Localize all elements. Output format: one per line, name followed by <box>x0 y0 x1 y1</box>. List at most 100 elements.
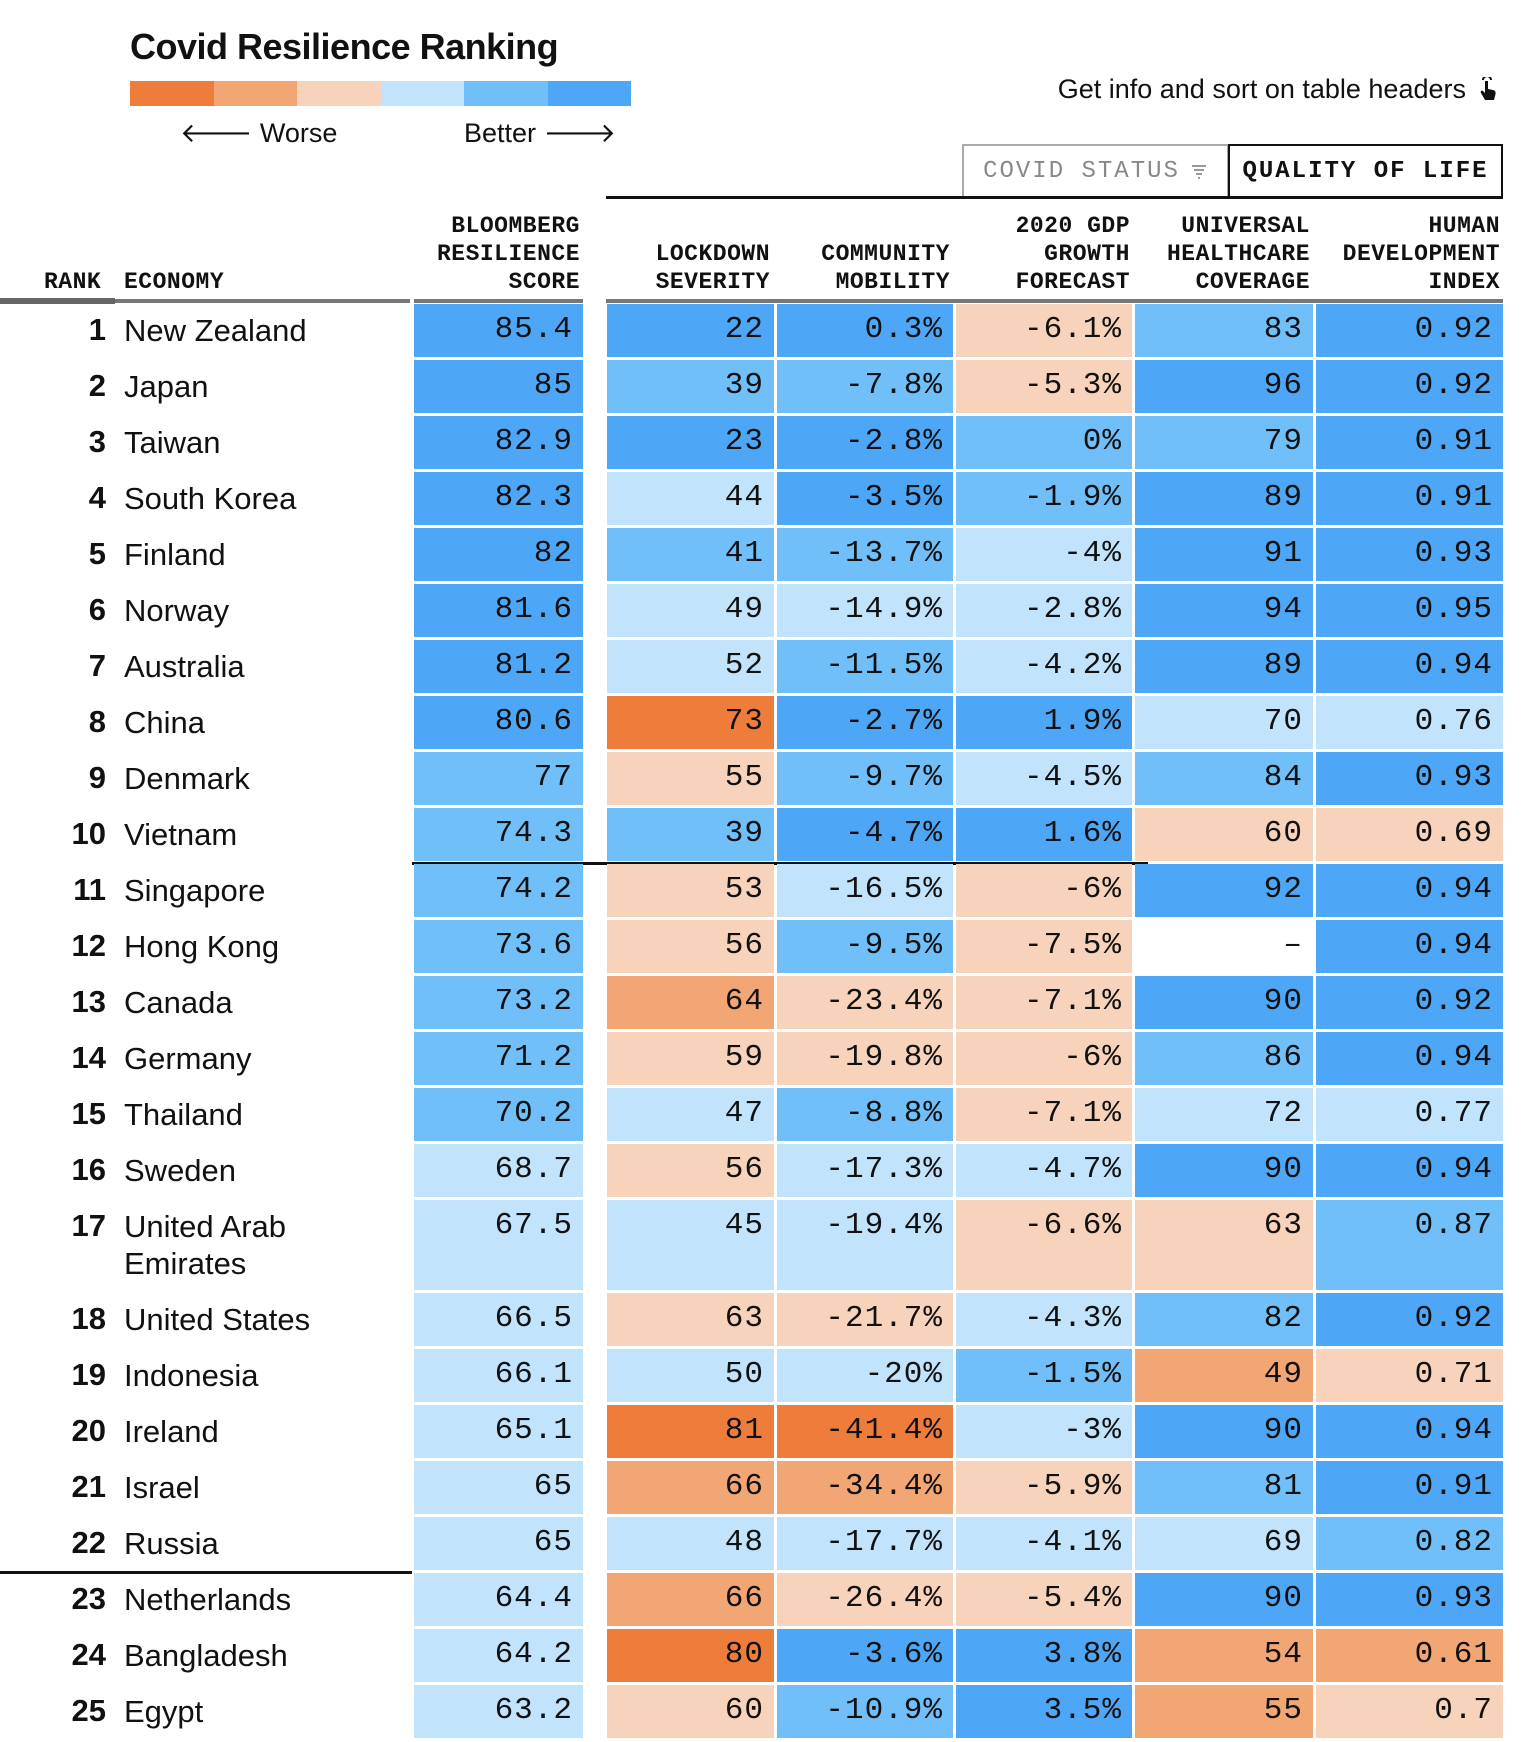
legend-swatch-5 <box>464 81 548 106</box>
mobility-cell: -21.7% <box>777 1293 953 1346</box>
economy-cell: Egypt <box>124 1694 204 1729</box>
tab-quality-of-life[interactable]: QUALITY OF LIFE <box>1228 144 1503 197</box>
legend-swatch-2 <box>213 81 297 106</box>
table-row[interactable]: 1 New Zealand 85.4 22 0.3% -6.1% 83 0.92 <box>0 304 1526 360</box>
hdi-cell: 0.87 <box>1316 1200 1503 1290</box>
header-rank[interactable]: RANK <box>44 269 102 295</box>
uhc-cell: 69 <box>1135 1517 1313 1570</box>
rank-cell: 7 <box>88 648 106 683</box>
uhc-cell: 90 <box>1135 1573 1313 1626</box>
color-legend <box>130 81 631 106</box>
hdi-cell: 0.91 <box>1316 1461 1503 1514</box>
header-score[interactable]: BLOOMBERG RESILIENCE SCORE <box>436 213 580 295</box>
mobility-cell: -9.7% <box>777 752 953 805</box>
economy-cell: Russia <box>124 1526 219 1561</box>
gdp-cell: -2.8% <box>956 584 1132 637</box>
lockdown-cell: 56 <box>607 920 774 973</box>
lockdown-cell: 47 <box>607 1088 774 1141</box>
mobility-cell: -23.4% <box>777 976 953 1029</box>
score-cell: 73.2 <box>414 976 583 1029</box>
table-row[interactable]: 8 China 80.6 73 -2.7% 1.9% 70 0.76 <box>0 696 1526 752</box>
hdi-cell: 0.71 <box>1316 1349 1503 1402</box>
table-row[interactable]: 14 Germany 71.2 59 -19.8% -6% 86 0.94 <box>0 1032 1526 1088</box>
table-row[interactable]: 21 Israel 65 66 -34.4% -5.9% 81 0.91 <box>0 1461 1526 1517</box>
header-mobility[interactable]: COMMUNITY MOBILITY <box>821 241 950 295</box>
lockdown-cell: 73 <box>607 696 774 749</box>
uhc-cell: 90 <box>1135 976 1313 1029</box>
filter-icon <box>1191 164 1206 179</box>
table-row[interactable]: 22 Russia 65 48 -17.7% -4.1% 69 0.82 <box>0 1517 1526 1573</box>
table-row[interactable]: 5 Finland 82 41 -13.7% -4% 91 0.93 <box>0 528 1526 584</box>
tab-covid-status[interactable]: COVID STATUS <box>962 144 1229 197</box>
rank-cell: 10 <box>71 816 106 851</box>
header-lockdown[interactable]: LOCKDOWN SEVERITY <box>655 241 770 295</box>
hdi-cell: 0.91 <box>1316 416 1503 469</box>
score-cell: 85 <box>414 360 583 413</box>
uhc-cell: 89 <box>1135 640 1313 693</box>
table-row[interactable]: 20 Ireland 65.1 81 -41.4% -3% 90 0.94 <box>0 1405 1526 1461</box>
rank-cell: 16 <box>71 1152 106 1187</box>
lockdown-cell: 45 <box>607 1200 774 1290</box>
header-gdp[interactable]: 2020 GDP GROWTH FORECAST <box>1015 213 1130 295</box>
rank-cell: 24 <box>71 1637 106 1672</box>
economy-cell: Vietnam <box>124 817 238 852</box>
mobility-cell: -13.7% <box>777 528 953 581</box>
mobility-cell: -11.5% <box>777 640 953 693</box>
lockdown-cell: 41 <box>607 528 774 581</box>
rank-cell: 5 <box>88 536 106 571</box>
economy-cell: Singapore <box>124 873 266 908</box>
mobility-cell: -9.5% <box>777 920 953 973</box>
table-row[interactable]: 11 Singapore 74.2 53 -16.5% -6% 92 0.94 <box>0 864 1526 920</box>
mobility-cell: -20% <box>777 1349 953 1402</box>
table-row[interactable]: 24 Bangladesh 64.2 80 -3.6% 3.8% 54 0.61 <box>0 1629 1526 1685</box>
uhc-cell: 84 <box>1135 752 1313 805</box>
table-row[interactable]: 3 Taiwan 82.9 23 -2.8% 0% 79 0.91 <box>0 416 1526 472</box>
rank-cell: 19 <box>71 1357 106 1392</box>
table-row[interactable]: 10 Vietnam 74.3 39 -4.7% 1.6% 60 0.69 <box>0 808 1526 864</box>
header-rule-metrics <box>606 299 1503 303</box>
table-row[interactable]: 25 Egypt 63.2 60 -10.9% 3.5% 55 0.7 <box>0 1685 1526 1741</box>
economy-cell: Israel <box>124 1470 200 1505</box>
rank-cell: 9 <box>88 760 106 795</box>
table-row[interactable]: 19 Indonesia 66.1 50 -20% -1.5% 49 0.71 <box>0 1349 1526 1405</box>
rank-cell: 15 <box>71 1096 106 1131</box>
hdi-cell: 0.93 <box>1316 528 1503 581</box>
table-row[interactable]: 4 South Korea 82.3 44 -3.5% -1.9% 89 0.91 <box>0 472 1526 528</box>
table-row[interactable]: 16 Sweden 68.7 56 -17.3% -4.7% 90 0.94 <box>0 1144 1526 1200</box>
arrow-left-icon: 🡐 <box>180 118 253 148</box>
economy-cell: Hong Kong <box>124 929 280 964</box>
header-uhc[interactable]: UNIVERSAL HEALTHCARE COVERAGE <box>1166 213 1310 295</box>
table-row[interactable]: 2 Japan 85 39 -7.8% -5.3% 96 0.92 <box>0 360 1526 416</box>
score-cell: 73.6 <box>414 920 583 973</box>
score-cell: 85.4 <box>414 304 583 357</box>
rank-cell: 18 <box>71 1301 106 1336</box>
table-row[interactable]: 13 Canada 73.2 64 -23.4% -7.1% 90 0.92 <box>0 976 1526 1032</box>
header-economy[interactable]: ECONOMY <box>124 269 225 295</box>
score-cell: 63.2 <box>414 1685 583 1738</box>
economy-cell: Netherlands <box>124 1582 292 1617</box>
economy-cell: Thailand <box>124 1097 243 1132</box>
lockdown-cell: 48 <box>607 1517 774 1570</box>
mobility-cell: 0.3% <box>777 304 953 357</box>
score-cell: 71.2 <box>414 1032 583 1085</box>
uhc-cell: 63 <box>1135 1200 1313 1290</box>
table-row[interactable]: 15 Thailand 70.2 47 -8.8% -7.1% 72 0.77 <box>0 1088 1526 1144</box>
table-row[interactable]: 7 Australia 81.2 52 -11.5% -4.2% 89 0.94 <box>0 640 1526 696</box>
economy-cell: South Korea <box>124 481 297 516</box>
gdp-cell: 3.8% <box>956 1629 1132 1682</box>
header-hdi[interactable]: HUMAN DEVELOPMENT INDEX <box>1342 213 1500 295</box>
table-row[interactable]: 6 Norway 81.6 49 -14.9% -2.8% 94 0.95 <box>0 584 1526 640</box>
table-row[interactable]: 12 Hong Kong 73.6 56 -9.5% -7.5% –0.94 <box>0 920 1526 976</box>
table-row[interactable]: 9 Denmark 77 55 -9.7% -4.5% 84 0.93 <box>0 752 1526 808</box>
table-row[interactable]: 17 United Arab Emirates 67.5 45 -19.4% -6.6% 6… <box>0 1200 1526 1293</box>
score-cell: 82.9 <box>414 416 583 469</box>
rank-cell: 20 <box>71 1413 106 1448</box>
economy-cell: Bangladesh <box>124 1638 288 1673</box>
rank-cell: 21 <box>71 1469 106 1504</box>
table-row[interactable]: 23 Netherlands 64.4 66 -26.4% -5.4% 90 0.93 <box>0 1573 1526 1629</box>
rank-cell: 8 <box>88 704 106 739</box>
hdi-cell: 0.92 <box>1316 976 1503 1029</box>
gdp-cell: -6.6% <box>956 1200 1132 1290</box>
economy-cell: China <box>124 705 205 740</box>
table-row[interactable]: 18 United States 66.5 63 -21.7% -4.3% 82 0.92 <box>0 1293 1526 1349</box>
